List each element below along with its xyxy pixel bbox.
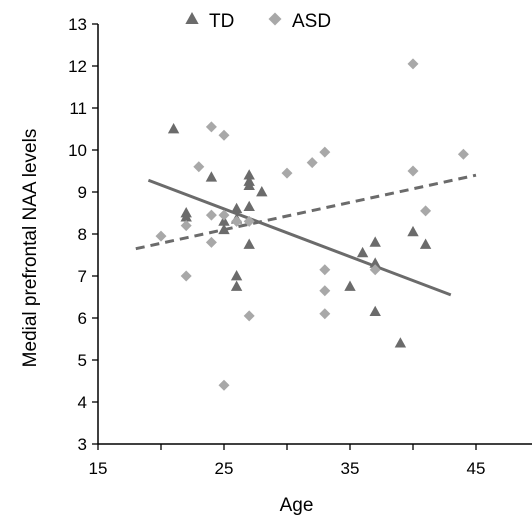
legend: TD ASD (185, 11, 331, 32)
legend-td-marker (185, 12, 199, 25)
td-point (369, 305, 381, 317)
asd-point (180, 220, 192, 232)
asd-point (369, 264, 381, 276)
td-point (230, 270, 243, 281)
asd-point (205, 209, 217, 221)
x-tick-label: 35 (341, 459, 360, 478)
td-point (344, 280, 356, 291)
y-tick-label: 13 (68, 15, 87, 34)
x-tick-label: 15 (89, 459, 108, 478)
td-point (230, 280, 243, 291)
asd-point (218, 379, 230, 391)
x-tick-label: 25 (215, 459, 234, 478)
y-axis-title: Medial prefrontal NAA levels (20, 129, 41, 368)
asd-point (243, 215, 255, 227)
asd-point (319, 308, 331, 320)
asd-points (155, 58, 469, 391)
asd-point (205, 121, 217, 133)
y-tick-label: 5 (78, 351, 87, 370)
td-point (180, 211, 192, 222)
legend-asd-marker (268, 12, 282, 26)
trend-lines (135, 173, 477, 297)
y-tick-label: 10 (68, 141, 87, 160)
td-point (369, 257, 381, 268)
td-point (205, 171, 218, 182)
y-tick-label: 7 (78, 267, 87, 286)
x-axis-title: Age (280, 495, 314, 516)
td-trend-line (147, 178, 452, 297)
asd-point (306, 157, 318, 169)
y-tick-label: 4 (78, 393, 87, 412)
td-point (256, 186, 268, 197)
asd-point (407, 165, 419, 177)
asd-point (420, 205, 432, 217)
y-tick-label: 6 (78, 309, 87, 328)
asd-point (319, 146, 331, 158)
td-point (356, 246, 369, 258)
asd-point (155, 230, 167, 242)
td-point (167, 123, 180, 134)
y-tick-label: 11 (69, 99, 87, 118)
asd-point (180, 270, 192, 282)
asd-point (319, 264, 331, 276)
asd-point (205, 236, 217, 248)
y-tick-label: 8 (78, 225, 87, 244)
x-tick-label: 45 (467, 459, 486, 478)
legend-asd-label: ASD (292, 11, 331, 32)
td-point (230, 202, 243, 214)
asd-point (319, 285, 331, 297)
legend-td-label: TD (209, 11, 234, 32)
asd-point (218, 129, 230, 141)
asd-point (457, 148, 469, 160)
td-point (243, 200, 255, 212)
td-point (394, 337, 407, 348)
td-point (369, 236, 381, 247)
asd-trend-line (135, 173, 477, 251)
td-point (407, 225, 419, 237)
asd-point (407, 58, 419, 70)
y-tick-label: 3 (78, 435, 87, 454)
asd-point (193, 161, 205, 173)
td-point (243, 169, 255, 180)
td-point (243, 179, 255, 191)
y-tick-label: 12 (68, 57, 87, 76)
y-tick-label: 9 (78, 183, 87, 202)
asd-point (231, 215, 243, 227)
td-point (243, 238, 255, 249)
td-points (167, 123, 432, 348)
td-point (419, 238, 432, 249)
asd-point (281, 167, 293, 179)
asd-point (218, 209, 230, 221)
asd-point (243, 310, 255, 322)
td-point (218, 223, 230, 235)
